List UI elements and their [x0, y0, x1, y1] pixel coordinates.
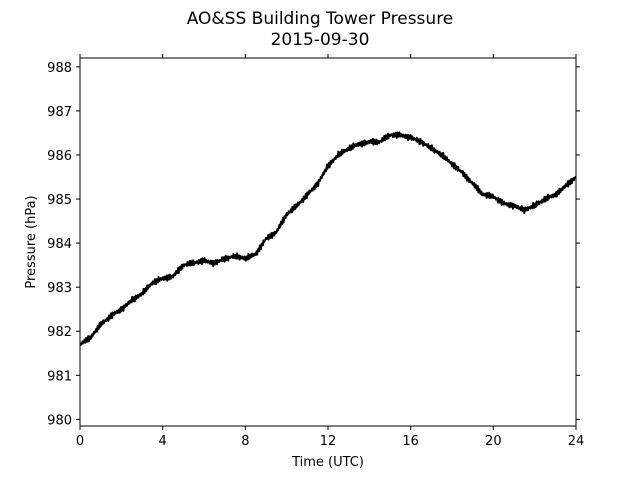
- y-tick-label-984: 984: [47, 237, 72, 252]
- x-tick-label-20: 20: [485, 434, 502, 449]
- y-tick-label-981: 981: [47, 369, 72, 384]
- x-tick-label-16: 16: [402, 434, 419, 449]
- series-line-0: [79, 131, 577, 346]
- y-tick-label-983: 983: [47, 281, 72, 296]
- axes-frame: [79, 57, 577, 427]
- y-tick-label-988: 988: [47, 61, 72, 76]
- x-tick-label-8: 8: [241, 434, 249, 449]
- x-tick-label-4: 4: [159, 434, 167, 449]
- y-tick-label-980: 980: [47, 413, 72, 428]
- x-tick-label-12: 12: [320, 434, 337, 449]
- x-axis-label: Time (UTC): [291, 455, 364, 470]
- y-tick-label-982: 982: [47, 325, 72, 340]
- y-tick-label-986: 986: [47, 149, 72, 164]
- y-tick-label-985: 985: [47, 193, 72, 208]
- plot-area: 0 4 8 12 16 20 24 980 981 982 983 984 985 986 987 988: [47, 54, 584, 449]
- chart-title: AO&SS Building Tower Pressure: [187, 9, 454, 29]
- chart-subtitle: 2015-09-30: [271, 30, 370, 50]
- x-tick-label-0: 0: [76, 434, 84, 449]
- y-axis-label: Pressure (hPa): [24, 195, 39, 288]
- x-tick-label-24: 24: [568, 434, 585, 449]
- y-tick-label-987: 987: [47, 105, 72, 120]
